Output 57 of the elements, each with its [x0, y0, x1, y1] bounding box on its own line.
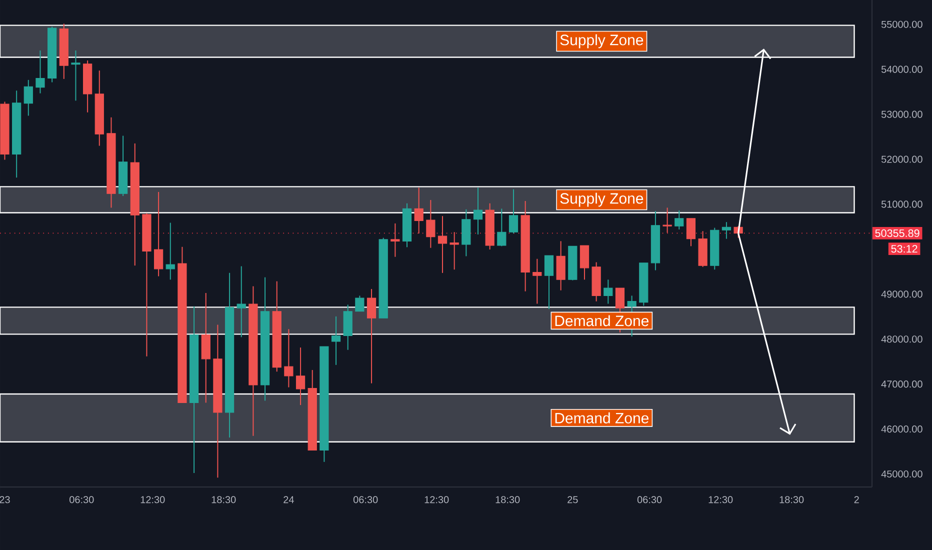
- band-label: Demand Zone: [555, 412, 649, 424]
- y-tick-label: 48000.00: [881, 336, 922, 343]
- candlestick: [438, 216, 448, 274]
- x-tick-label: 2: [854, 496, 859, 504]
- candlestick: [580, 245, 590, 280]
- x-tick-label: 18:30: [496, 496, 520, 504]
- y-tick-label: 46000.00: [881, 425, 922, 433]
- candlestick: [674, 210, 684, 230]
- candlestick: [686, 218, 696, 247]
- candlestick: [556, 240, 566, 291]
- x-tick-label: 24: [284, 496, 294, 504]
- y-tick-label: 53000.00: [881, 110, 922, 118]
- candlestick: [331, 316, 341, 366]
- band-label: Supply Zone: [560, 34, 644, 48]
- candlestick: [36, 50, 45, 94]
- candlestick: [24, 79, 33, 116]
- candlestick: [366, 288, 376, 384]
- x-tick-label: 06:30: [70, 496, 94, 504]
- candlestick: [508, 188, 518, 234]
- x-tick-label: 12:30: [140, 496, 165, 504]
- candlestick: [662, 207, 672, 234]
- x-tick-label: 06:30: [637, 496, 662, 504]
- candlestick: [414, 187, 424, 234]
- candlestick: [390, 222, 400, 258]
- x-tick-label: 12:30: [708, 496, 733, 504]
- y-tick-label: 54000.00: [881, 66, 922, 73]
- x-tick-label: 23: [0, 496, 10, 504]
- y-tick-label: 45000.00: [881, 470, 922, 478]
- candlestick: [296, 347, 306, 406]
- band-label: Demand Zone: [555, 315, 649, 326]
- x-tick-label: 06:30: [353, 496, 378, 504]
- candlestick: [154, 191, 164, 277]
- candlestick: [544, 255, 554, 310]
- candlestick: [426, 200, 436, 248]
- candlestick: [450, 232, 459, 270]
- band-label: Supply Zone: [560, 192, 644, 207]
- y-tick-label: 55000.00: [881, 20, 922, 28]
- y-tick-label: 52000.00: [881, 156, 922, 163]
- y-tick-label: 51000.00: [881, 200, 922, 208]
- text: 53:12: [891, 245, 918, 253]
- candlestick: [604, 279, 613, 304]
- candlestick: [532, 258, 542, 304]
- y-tick-label: 49000.00: [881, 290, 922, 298]
- ref-line-label: 50355.89: [875, 229, 920, 238]
- candlestick: [71, 50, 80, 102]
- candlestick: [355, 295, 364, 312]
- x-tick-label: 18:30: [212, 496, 236, 504]
- candlestick: [236, 266, 246, 338]
- candlestick: [497, 208, 506, 247]
- x-tick-label: 25: [568, 496, 578, 504]
- y-tick-label: 47000.00: [881, 380, 922, 388]
- x-tick-label: 12:30: [424, 496, 449, 504]
- candlestick: [166, 222, 175, 280]
- candlestick: [722, 222, 732, 240]
- candlestick: [473, 187, 483, 235]
- x-tick-label: 18:30: [780, 496, 804, 504]
- candlestick: [284, 328, 294, 388]
